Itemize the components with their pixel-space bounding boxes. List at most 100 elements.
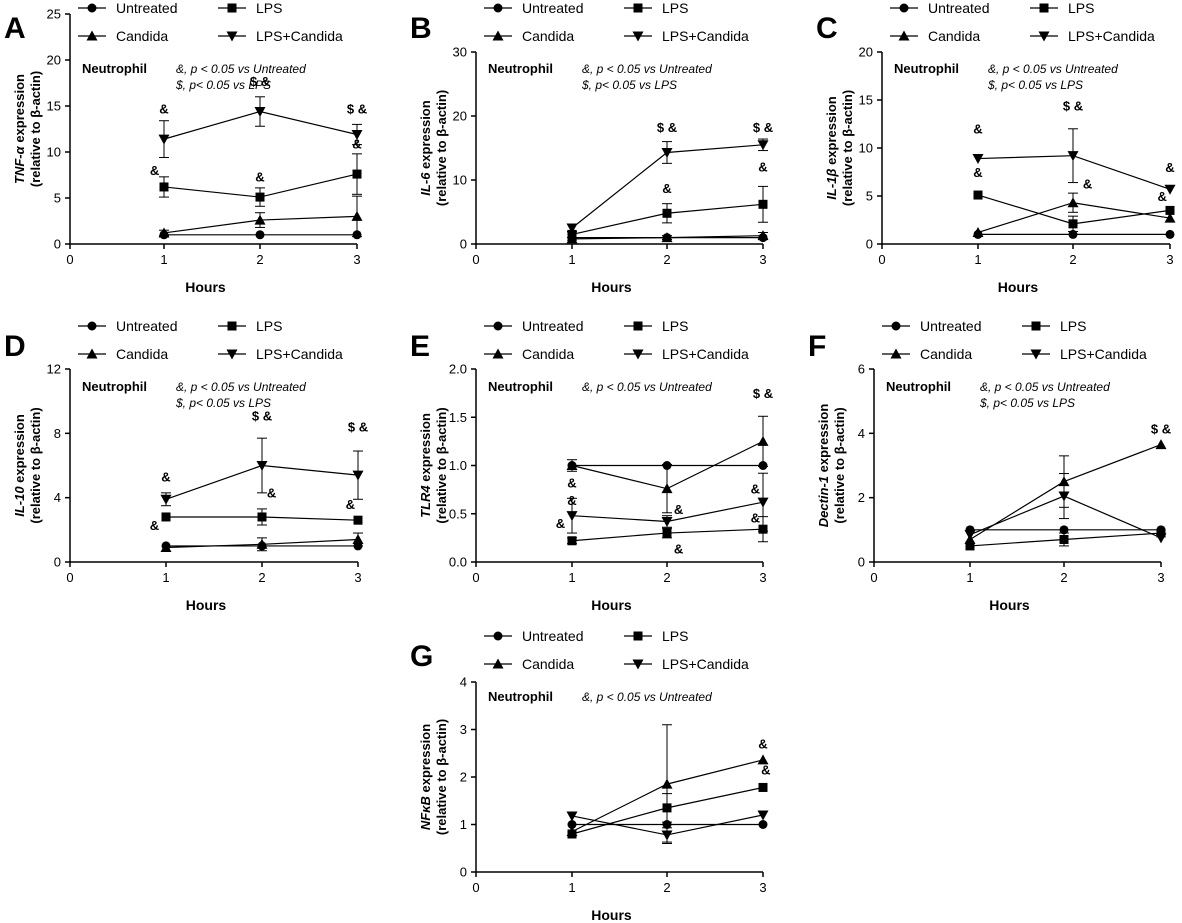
significance-mark: & <box>556 516 565 531</box>
x-tick-label: 0 <box>472 880 479 895</box>
triangle-down-marker-icon <box>1038 31 1050 42</box>
data-point <box>758 782 768 792</box>
significance-note: $, p< 0.05 vs LPS <box>175 396 271 410</box>
y-axis-label: NFκB expression <box>418 724 433 830</box>
y-tick-label: 15 <box>47 99 61 114</box>
legend-entry: LPS+Candida <box>624 656 749 672</box>
legend-label: LPS+Candida <box>1068 28 1155 44</box>
data-point <box>661 778 673 789</box>
x-tick-label: 1 <box>568 252 575 267</box>
data-point <box>758 820 768 829</box>
triangle-up-marker-icon <box>890 348 902 359</box>
legend-entry: Untreated <box>78 0 177 16</box>
y-tick-label: 20 <box>453 109 467 124</box>
panel-f: F Untreated LPS Candida LPS+Candida 0 2 4 6 0 1 2 3 H… <box>808 318 1171 613</box>
x-tick-label: 2 <box>663 880 670 895</box>
y-tick-label: 10 <box>47 145 61 160</box>
legend-entry: Candida <box>890 28 980 44</box>
data-point <box>351 210 363 221</box>
significance-mark: & <box>758 160 767 175</box>
series-untreated <box>159 230 362 240</box>
circle-marker-icon <box>891 321 901 331</box>
y-axis-unit: expression <box>418 100 433 172</box>
significance-note: &, p < 0.05 vs Untreated <box>176 380 306 394</box>
data-point <box>566 223 578 234</box>
y-tick-label: 0 <box>460 237 467 252</box>
series-lps-candida <box>566 138 769 234</box>
data-point <box>1068 229 1078 239</box>
x-axis-label: Hours <box>591 279 632 295</box>
legend-entry: Candida <box>78 28 168 44</box>
data-point <box>256 461 268 471</box>
data-point <box>1067 151 1079 162</box>
data-point <box>757 497 769 508</box>
legend-entry: LPS <box>1022 318 1086 334</box>
legend-label: Candida <box>116 28 168 44</box>
y-axis-label: IL-6 expression <box>418 100 433 195</box>
legend-entry: LPS <box>624 318 688 334</box>
significance-note: &, p < 0.05 vs Untreated <box>582 380 712 394</box>
series-candida <box>160 532 364 553</box>
x-tick-label: 2 <box>256 252 263 267</box>
data-point <box>1164 212 1176 223</box>
legend-entry: LPS <box>1030 0 1094 16</box>
x-tick-label: 1 <box>160 252 167 267</box>
significance-mark: & <box>267 486 276 501</box>
data-point <box>1155 533 1167 544</box>
x-tick-label: 0 <box>66 252 73 267</box>
legend-entry: Untreated <box>484 318 583 334</box>
data-point <box>160 542 172 553</box>
series-lps <box>161 508 363 526</box>
y-axis-label-2: (relative to β-actin) <box>434 90 449 206</box>
significance-mark: $ & <box>252 408 272 423</box>
legend-entry: LPS <box>218 0 282 16</box>
x-tick-label: 1 <box>974 252 981 267</box>
legend-entry: LPS <box>624 0 688 16</box>
data-point <box>661 232 673 243</box>
data-point <box>1068 219 1078 229</box>
triangle-down-marker-icon <box>632 31 644 42</box>
x-axis-label: Hours <box>185 279 226 295</box>
y-axis-label-2: (relative to β-actin) <box>832 407 847 523</box>
data-point <box>661 147 673 158</box>
y-axis-label-2: (relative to β-actin) <box>434 719 449 835</box>
series-lps-candida <box>566 472 769 534</box>
x-tick-label: 3 <box>1166 252 1173 267</box>
y-tick-label: 20 <box>859 45 873 60</box>
y-axis-label: Dectin-1 expression <box>816 404 831 528</box>
series-candida <box>566 724 769 844</box>
significance-mark: $ & <box>1151 421 1171 436</box>
legend-entry: LPS+Candida <box>624 346 749 362</box>
legend-entry: Untreated <box>484 628 583 644</box>
legend-entry: LPS+Candida <box>1030 28 1155 44</box>
x-axis-label: Hours <box>591 907 632 923</box>
y-axis-unit: expression <box>418 413 433 485</box>
data-point <box>757 754 769 765</box>
x-axis-label: Hours <box>998 279 1039 295</box>
y-axis-gene: IL-1β <box>824 169 839 200</box>
x-tick-label: 3 <box>1157 570 1164 585</box>
square-marker-icon <box>227 3 237 13</box>
data-point <box>965 541 975 551</box>
panel-b: B Untreated LPS Candida LPS+Candida 0 10 20 30 0 1… <box>410 0 773 295</box>
series-lps-candida <box>158 96 363 159</box>
data-point <box>158 134 170 145</box>
significance-note: &, p < 0.05 vs Untreated <box>980 380 1110 394</box>
x-axis-label: Hours <box>186 597 227 613</box>
x-tick-label: 2 <box>258 570 265 585</box>
legend-label: Untreated <box>116 318 177 334</box>
y-tick-label: 2.0 <box>449 362 467 377</box>
legend-label: LPS <box>1068 0 1094 16</box>
significance-mark: & <box>159 101 168 116</box>
circle-marker-icon <box>87 321 97 331</box>
data-point <box>566 233 578 244</box>
significance-mark: $ & <box>753 120 773 135</box>
x-tick-label: 3 <box>353 252 360 267</box>
significance-mark: $ & <box>348 420 368 435</box>
x-tick-label: 0 <box>472 570 479 585</box>
legend-label: Untreated <box>920 318 981 334</box>
square-marker-icon <box>633 3 643 13</box>
data-point <box>757 140 769 151</box>
y-axis-gene: TNF-α <box>12 145 27 184</box>
